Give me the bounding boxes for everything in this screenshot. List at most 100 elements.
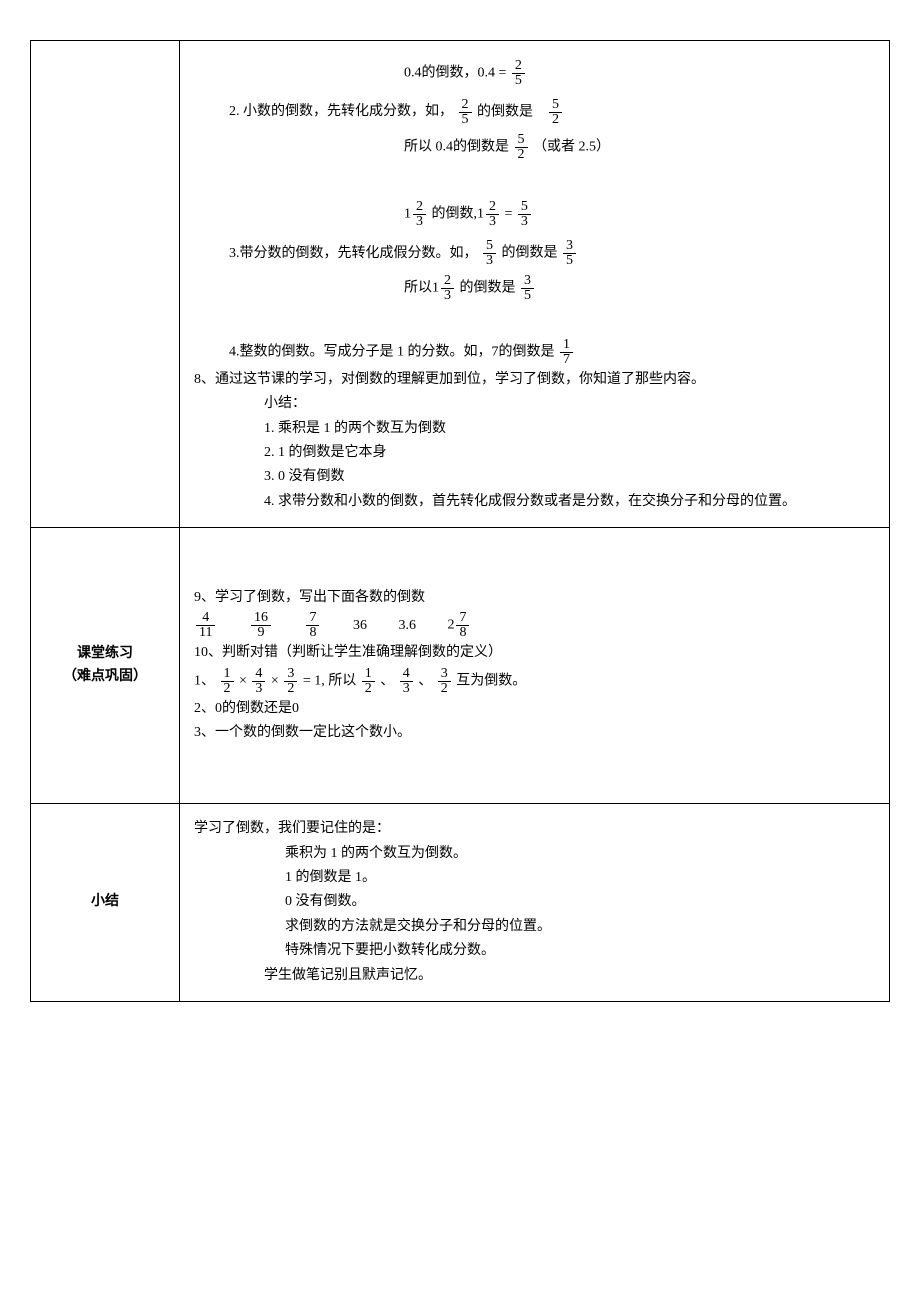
- denominator: 2: [438, 682, 451, 696]
- fraction: 169: [251, 611, 271, 640]
- numerator: 2: [441, 274, 454, 289]
- denominator: 3: [483, 254, 496, 268]
- numerator: 2: [459, 98, 472, 113]
- denominator: 5: [459, 113, 472, 127]
- text: 的倒数是: [502, 246, 558, 261]
- numerator: 2: [486, 200, 499, 215]
- numerator: 5: [518, 200, 531, 215]
- numerator: 3: [521, 274, 534, 289]
- denominator: 2: [221, 682, 234, 696]
- multiply-sign: ×: [239, 673, 247, 688]
- q10-line: 10、判断对错（判断让学生准确理解倒数的定义）: [194, 642, 875, 664]
- text: 1: [404, 207, 411, 222]
- numerator: 3: [284, 667, 297, 682]
- fraction: 2 5: [512, 59, 525, 88]
- decimal-intro-line: 2. 小数的倒数，先转化成分数，如， 2 5 的倒数是 5 2: [194, 98, 875, 127]
- denominator: 3: [441, 289, 454, 303]
- row2-label-cell: 课堂练习 （难点巩固）: [31, 528, 180, 804]
- numerator: 7: [306, 611, 319, 626]
- numerator: 16: [251, 611, 271, 626]
- summary-item: 1. 乘积是 1 的两个数互为倒数: [194, 418, 875, 440]
- row2-label-l2: （难点巩固）: [45, 666, 165, 688]
- denominator: 3: [252, 682, 265, 696]
- table-row: 小结 学习了倒数，我们要记住的是： 乘积为 1 的两个数互为倒数。 1 的倒数是…: [31, 804, 890, 1002]
- fraction: 5 2: [515, 133, 528, 162]
- text: 的倒数是: [460, 281, 516, 296]
- judge3-line: 3、一个数的倒数一定比这个数小。: [194, 722, 875, 744]
- fraction: 53: [518, 200, 531, 229]
- denominator: 3: [413, 215, 426, 229]
- value: 36: [353, 615, 367, 637]
- value: 3.6: [398, 615, 416, 637]
- row1-label-cell: [31, 41, 180, 528]
- integer-line: 4.整数的倒数。写成分子是 1 的分数。如，7的倒数是 1 7: [194, 338, 875, 367]
- row3-content-cell: 学习了倒数，我们要记住的是： 乘积为 1 的两个数互为倒数。 1 的倒数是 1。…: [180, 804, 890, 1002]
- text: 的倒数,1: [432, 207, 485, 222]
- numerator: 4: [400, 667, 413, 682]
- row3-point: 1 的倒数是 1。: [194, 867, 875, 889]
- row2-label-l1: 课堂练习: [45, 643, 165, 665]
- row3-point: 乘积为 1 的两个数互为倒数。: [194, 843, 875, 865]
- text: 0.4的倒数，0.4 =: [404, 66, 510, 81]
- judge2-line: 2、0的倒数还是0: [194, 698, 875, 720]
- mixed-line1: 123 的倒数,123 = 53: [404, 200, 875, 229]
- fraction: 32: [284, 667, 297, 696]
- table-row: 0.4的倒数，0.4 = 2 5 2. 小数的倒数，先转化成分数，如， 2 5 …: [31, 41, 890, 528]
- mixed-intro: 3.带分数的倒数，先转化成假分数。如，: [229, 243, 478, 265]
- numerator: 3: [438, 667, 451, 682]
- q9-line: 9、学习了倒数，写出下面各数的倒数: [194, 587, 875, 609]
- denominator: 7: [560, 353, 573, 367]
- numerator: 2: [512, 59, 525, 74]
- decimal-math-block: 0.4的倒数，0.4 = 2 5: [404, 59, 875, 88]
- fraction: 35: [521, 274, 534, 303]
- denominator: 3: [518, 215, 531, 229]
- text: =: [505, 207, 516, 222]
- numerator: 5: [549, 98, 562, 113]
- numerator: 4: [196, 611, 215, 626]
- judge1-line: 1、 12 × 43 × 32 = 1, 所以 12 、 43 、 32 互为倒…: [194, 667, 875, 696]
- numerator: 1: [560, 338, 573, 353]
- text: 、: [418, 673, 432, 688]
- row1-content-cell: 0.4的倒数，0.4 = 2 5 2. 小数的倒数，先转化成分数，如， 2 5 …: [180, 41, 890, 528]
- text: = 1, 所以: [303, 673, 356, 688]
- denominator: 2: [284, 682, 297, 696]
- summary-item: 4. 求带分数和小数的倒数，首先转化成假分数或者是分数，在交换分子和分母的位置。: [194, 491, 875, 513]
- numerator: 5: [515, 133, 528, 148]
- summary-item: 2. 1 的倒数是它本身: [194, 442, 875, 464]
- row2-content-cell: 9、学习了倒数，写出下面各数的倒数 411 169 78 36 3.6 278 …: [180, 528, 890, 804]
- lesson-table: 0.4的倒数，0.4 = 2 5 2. 小数的倒数，先转化成分数，如， 2 5 …: [30, 40, 890, 1002]
- text: 所以1: [404, 281, 439, 296]
- fraction: 2 5: [459, 98, 472, 127]
- q9-values: 411 169 78 36 3.6 278: [194, 611, 875, 640]
- denominator: 5: [512, 74, 525, 88]
- decimal-intro: 2. 小数的倒数，先转化成分数，如，: [229, 101, 453, 123]
- denominator: 3: [400, 682, 413, 696]
- numerator: 2: [413, 200, 426, 215]
- text: 所以 0.4的倒数是: [404, 140, 513, 155]
- denominator: 8: [456, 626, 469, 640]
- fraction: 1 7: [560, 338, 573, 367]
- fraction: 5 3: [483, 239, 496, 268]
- numerator: 3: [563, 239, 576, 254]
- text: 的倒数是: [477, 105, 533, 120]
- denominator: 8: [306, 626, 319, 640]
- row3-tail: 学生做笔记别且默声记忆。: [194, 965, 875, 987]
- row3-label-cell: 小结: [31, 804, 180, 1002]
- denominator: 3: [486, 215, 499, 229]
- fraction: 5 2: [549, 98, 562, 127]
- summary-item: 3. 0 没有倒数: [194, 466, 875, 488]
- fraction: 78: [456, 611, 469, 640]
- fraction: 23: [413, 200, 426, 229]
- numerator: 5: [483, 239, 496, 254]
- fraction: 78: [306, 611, 319, 640]
- numerator: 1: [221, 667, 234, 682]
- fraction: 411: [196, 611, 215, 640]
- row3-point: 特殊情况下要把小数转化成分数。: [194, 940, 875, 962]
- decimal-line1: 0.4的倒数，0.4 = 2 5: [404, 59, 875, 88]
- mixed-line3: 所以123 的倒数是 35: [404, 274, 875, 303]
- row3-point: 求倒数的方法就是交换分子和分母的位置。: [194, 916, 875, 938]
- fraction: 23: [486, 200, 499, 229]
- numerator: 4: [252, 667, 265, 682]
- fraction: 12: [221, 667, 234, 696]
- table-row: 课堂练习 （难点巩固） 9、学习了倒数，写出下面各数的倒数 411 169 78…: [31, 528, 890, 804]
